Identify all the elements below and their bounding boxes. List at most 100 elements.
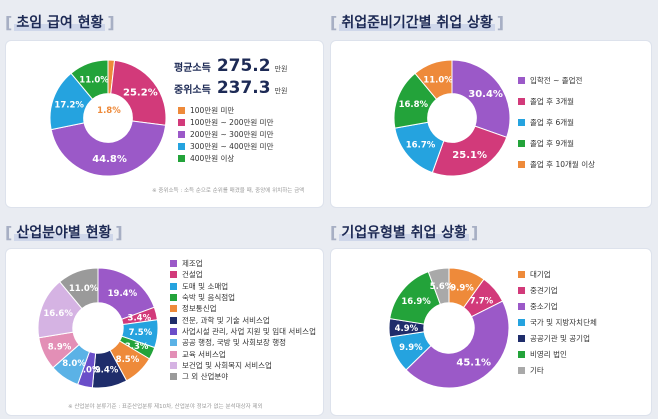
legend-label: 대기업 — [530, 269, 551, 279]
legend-item: 중소기업 — [518, 298, 597, 314]
legend-swatch — [170, 327, 177, 335]
legend-label: 비영리 법인 — [530, 349, 567, 359]
legend-label: 공공기관 및 공기업 — [530, 333, 590, 343]
legend-item: 제조업 — [170, 258, 316, 269]
field-title: 산업분야별 현황 — [14, 222, 114, 242]
donut-slice — [70, 59, 109, 100]
legend-label: 기타 — [530, 365, 544, 375]
legend-label: 200만원 ~ 300만원 미만 — [190, 129, 274, 139]
legend-item: 100만원 미만 — [178, 104, 273, 116]
legend-label: 졸업 후 10개월 이상 — [530, 160, 595, 169]
legend-label: 그 외 산업분야 — [182, 372, 229, 382]
slice-label: 44.8% — [92, 154, 127, 165]
donut-slice — [50, 120, 167, 177]
type-legend: 대기업 중견기업 중소기업 국가 및 지방자치단체 공공기관 및 공기업 비영리 법인 기타 — [518, 266, 597, 378]
legend-label: 졸업 후 6개월 — [530, 118, 575, 127]
legend-swatch — [518, 286, 525, 294]
legend-swatch — [170, 282, 177, 290]
legend-swatch — [170, 294, 177, 302]
legend-swatch — [170, 361, 177, 369]
legend-swatch — [518, 334, 525, 342]
legend-item: 전문, 과학 및 기술 서비스업 — [170, 314, 316, 325]
legend-swatch — [178, 130, 185, 138]
legend-swatch — [518, 366, 525, 374]
legend-swatch — [170, 339, 177, 347]
field-legend: 제조업 건설업 도매 및 소매업 숙박 및 음식점업 정보통신업 전문, 과학 및 기술 … — [170, 258, 316, 382]
legend-swatch — [178, 106, 185, 114]
legend-label: 졸업 후 9개월 — [530, 139, 575, 148]
median-unit: 만원 — [274, 87, 288, 95]
legend-item: 중견기업 — [518, 282, 597, 298]
slice-label: 4.0% — [77, 366, 101, 376]
median-label: 중위소득 — [174, 85, 211, 96]
legend-label: 졸업 후 3개월 — [530, 97, 575, 106]
slice-label: 19.4% — [108, 289, 138, 299]
median-value: 237.3 — [216, 78, 271, 98]
legend-item: 공공기관 및 공기업 — [518, 330, 597, 346]
slice-label: 16.8% — [399, 100, 429, 110]
legend-item: 교육 서비스업 — [170, 348, 316, 359]
legend-label: 도매 및 소매업 — [182, 281, 229, 291]
slice-label: 11.0% — [423, 75, 453, 85]
slice-label: 7.5% — [129, 328, 153, 338]
legend-label: 중소기업 — [530, 301, 558, 311]
legend-item: 도매 및 소매업 — [170, 281, 316, 292]
legend-label: 100만원 미만 — [190, 105, 235, 115]
legend-item: 입학전 ~ 졸업전 — [518, 70, 595, 91]
donut-slice — [431, 125, 508, 177]
slice-label: 25.2% — [123, 88, 158, 99]
field-donut: 19.4% 3.4% 7.5% 3.3% 8.5%9.4%4.0%8.0% 8.9% 16.… — [37, 267, 159, 389]
legend-label: 300만원 ~ 400만원 미만 — [190, 141, 274, 151]
legend-swatch — [170, 260, 177, 268]
legend-item: 졸업 후 6개월 — [518, 112, 595, 133]
slice-label: 9.4% — [95, 366, 119, 376]
legend-swatch — [518, 119, 525, 126]
legend-label: 전문, 과학 및 기술 서비스업 — [182, 315, 270, 325]
legend-swatch — [170, 350, 177, 358]
donut-slice — [59, 267, 99, 310]
slice-label: 11.0% — [79, 75, 109, 85]
slice-label: 16.6% — [43, 309, 73, 319]
legend-item: 졸업 후 9개월 — [518, 133, 595, 154]
legend-label: 400만원 이상 — [190, 153, 235, 163]
legend-swatch — [170, 373, 177, 381]
legend-swatch — [170, 316, 177, 324]
right-bracket: ] — [115, 222, 123, 242]
left-bracket: [ — [5, 222, 13, 242]
right-bracket: ] — [496, 12, 505, 32]
legend-item: 졸업 후 3개월 — [518, 91, 595, 112]
legend-label: 공공 행정, 국방 및 사회보장 행정 — [182, 338, 287, 348]
legend-item: 그 외 산업분야 — [170, 371, 316, 382]
legend-item: 보건업 및 사회복지 서비스업 — [170, 360, 316, 371]
donut-slice — [405, 300, 510, 389]
legend-swatch — [518, 270, 525, 278]
slice-label: 9.9% — [399, 343, 423, 353]
slice-label: 8.5% — [116, 355, 140, 365]
slice-label: 45.1% — [456, 358, 491, 369]
legend-item: 대기업 — [518, 266, 597, 282]
legend-swatch — [178, 142, 185, 150]
left-bracket: [ — [330, 222, 338, 242]
field-note: ※ 산업분야 분류기준 : 표준산업분류 제10차, 산업분야 정보가 없는 분… — [68, 404, 263, 410]
legend-item: 숙박 및 음식점업 — [170, 292, 316, 303]
legend-swatch — [178, 154, 185, 162]
legend-item: 400만원 이상 — [178, 152, 273, 164]
salary-note: ※ 중위소득 : 소득 순으로 순위를 매겼을 때, 중앙에 위치하는 금액 — [152, 188, 305, 194]
donut-slice — [414, 59, 453, 100]
type-donut: 9.9% 7.7% 45.1% 9.9% 4.9% 16.9% 5.6% — [388, 267, 510, 389]
legend-swatch — [178, 118, 185, 126]
slice-label: 5.6% — [430, 282, 454, 292]
slice-label: 11.0% — [69, 284, 99, 294]
legend-item: 300만원 ~ 400만원 미만 — [178, 140, 273, 152]
prep-title: 취업준비기간별 취업 상황 — [339, 12, 496, 32]
slice-label: 8.9% — [48, 342, 72, 352]
legend-label: 100만원 ~ 200만원 미만 — [190, 117, 274, 127]
legend-label: 보건업 및 사회복지 서비스업 — [182, 360, 272, 370]
legend-label: 정보통신업 — [182, 304, 217, 314]
slice-label: 7.7% — [470, 296, 494, 306]
legend-swatch — [518, 98, 525, 105]
left-bracket: [ — [5, 12, 13, 32]
type-title: 기업유형별 취업 상황 — [339, 222, 469, 242]
prep-title-wrap: [ 취업준비기간별 취업 상황 ] — [330, 12, 504, 32]
